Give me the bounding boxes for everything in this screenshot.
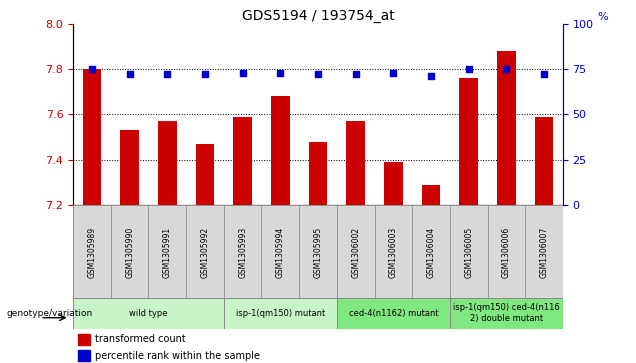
Text: GSM1306002: GSM1306002 bbox=[351, 227, 360, 278]
Bar bbox=[78, 350, 90, 362]
Bar bbox=[148, 205, 186, 299]
Bar bbox=[224, 298, 337, 329]
Bar bbox=[488, 205, 525, 299]
Bar bbox=[459, 78, 478, 205]
Bar bbox=[120, 130, 139, 205]
Text: genotype/variation: genotype/variation bbox=[6, 309, 93, 318]
Text: GSM1305995: GSM1305995 bbox=[314, 227, 322, 278]
Bar bbox=[83, 69, 101, 205]
Text: GSM1305992: GSM1305992 bbox=[200, 227, 209, 278]
Bar bbox=[450, 298, 563, 329]
Point bbox=[426, 73, 436, 79]
Bar bbox=[233, 117, 252, 205]
Bar bbox=[261, 205, 299, 299]
Bar bbox=[375, 205, 412, 299]
Bar bbox=[337, 205, 375, 299]
Text: GSM1305989: GSM1305989 bbox=[88, 227, 97, 278]
Bar bbox=[271, 96, 290, 205]
Text: transformed count: transformed count bbox=[95, 334, 186, 344]
Text: percentile rank within the sample: percentile rank within the sample bbox=[95, 351, 260, 361]
Text: GSM1306006: GSM1306006 bbox=[502, 227, 511, 278]
Text: GSM1306004: GSM1306004 bbox=[427, 227, 436, 278]
Bar bbox=[535, 117, 553, 205]
Bar bbox=[73, 298, 224, 329]
Bar bbox=[196, 144, 214, 205]
Point bbox=[200, 72, 210, 77]
Point bbox=[238, 70, 248, 76]
Text: GDS5194 / 193754_at: GDS5194 / 193754_at bbox=[242, 9, 394, 23]
Point bbox=[464, 66, 474, 72]
Point bbox=[313, 72, 323, 77]
Text: GSM1306005: GSM1306005 bbox=[464, 227, 473, 278]
Bar bbox=[186, 205, 224, 299]
Bar bbox=[78, 334, 90, 345]
Point bbox=[539, 72, 549, 77]
Point bbox=[275, 70, 286, 76]
Text: GSM1305994: GSM1305994 bbox=[276, 227, 285, 278]
Bar bbox=[224, 205, 261, 299]
Text: GSM1305990: GSM1305990 bbox=[125, 227, 134, 278]
Text: ced-4(n1162) mutant: ced-4(n1162) mutant bbox=[349, 309, 438, 318]
Point bbox=[388, 70, 398, 76]
Point bbox=[162, 72, 172, 77]
Bar bbox=[422, 185, 441, 205]
Point bbox=[350, 72, 361, 77]
Bar bbox=[384, 162, 403, 205]
Text: GSM1306007: GSM1306007 bbox=[539, 227, 548, 278]
Bar bbox=[158, 121, 177, 205]
Text: GSM1305991: GSM1305991 bbox=[163, 227, 172, 278]
Bar bbox=[412, 205, 450, 299]
Text: GSM1306003: GSM1306003 bbox=[389, 227, 398, 278]
Bar bbox=[308, 142, 328, 205]
Point bbox=[125, 72, 135, 77]
Text: %: % bbox=[597, 12, 608, 22]
Point bbox=[501, 66, 511, 72]
Bar bbox=[299, 205, 337, 299]
Text: wild type: wild type bbox=[129, 309, 168, 318]
Bar bbox=[337, 298, 450, 329]
Text: isp-1(qm150) ced-4(n116
2) double mutant: isp-1(qm150) ced-4(n116 2) double mutant bbox=[453, 303, 560, 323]
Bar bbox=[497, 51, 516, 205]
Point bbox=[87, 66, 97, 72]
Bar bbox=[111, 205, 148, 299]
Bar bbox=[73, 205, 111, 299]
Text: isp-1(qm150) mutant: isp-1(qm150) mutant bbox=[236, 309, 325, 318]
Text: GSM1305993: GSM1305993 bbox=[238, 227, 247, 278]
Bar bbox=[346, 121, 365, 205]
Bar bbox=[525, 205, 563, 299]
Bar bbox=[450, 205, 488, 299]
